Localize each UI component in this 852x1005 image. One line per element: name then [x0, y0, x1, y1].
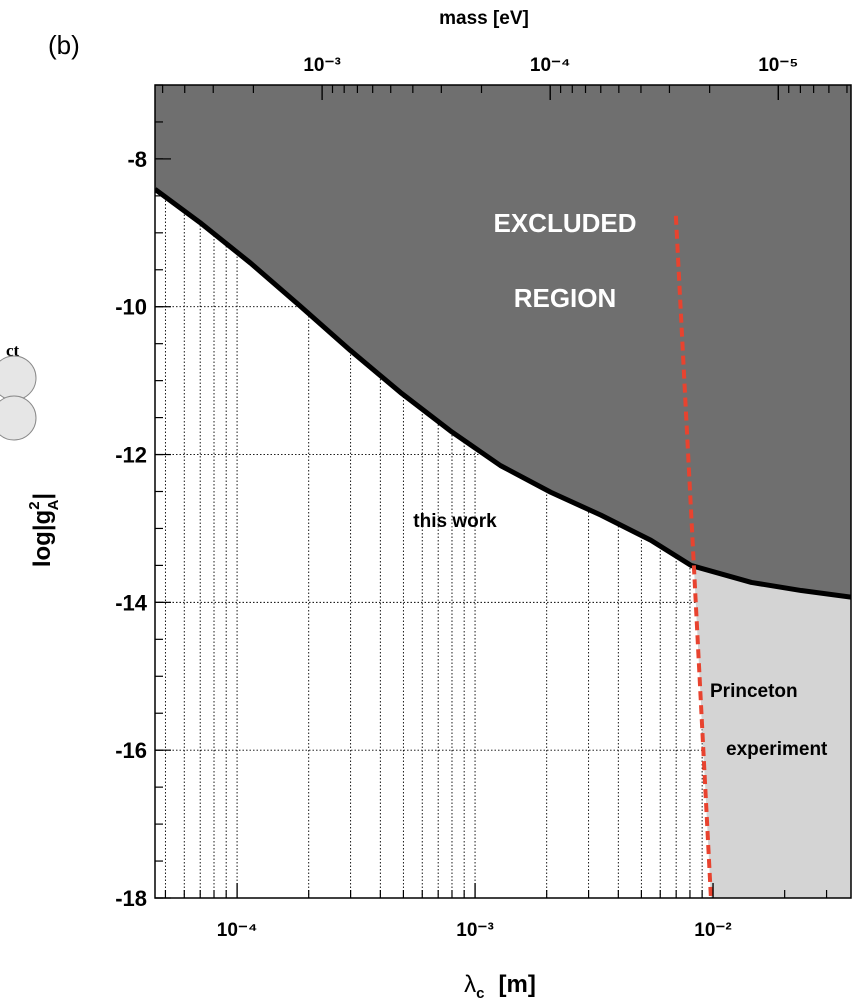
y-label-main: log|g: [29, 510, 56, 567]
x-label-unit: [m]: [499, 971, 536, 998]
y-tick-label: -10: [115, 295, 147, 320]
annotation: EXCLUDED: [493, 208, 636, 238]
plot-area: 10⁻⁴ 10⁻³ 10⁻² 10⁻³ 10⁻⁴ 10⁻⁵ -18 -16 -14 -12 -10 -…: [115, 55, 851, 941]
annotation: REGION: [514, 283, 617, 313]
x2-tick-label: 10⁻⁴: [530, 55, 571, 76]
x-label-sub: c: [476, 985, 484, 1002]
y-tick-label: -14: [115, 590, 148, 615]
y-tick-label: -8: [127, 147, 147, 172]
y-label-end: |: [29, 493, 56, 500]
y-tick-label: -18: [115, 886, 147, 911]
x2-axis-label: mass [eV]: [439, 8, 529, 29]
fragment-circle: [0, 356, 36, 400]
x2-tick-label: 10⁻³: [303, 55, 341, 76]
x-tick-label: 10⁻⁴: [217, 920, 258, 941]
excluded-region: [155, 85, 851, 597]
y-tick-label: -16: [115, 738, 147, 763]
x2-tick-label: 10⁻⁵: [758, 55, 798, 76]
panel-label: (b): [48, 30, 80, 60]
series-label-line: Princeton: [710, 681, 798, 702]
x-tick-label: 10⁻³: [456, 920, 494, 941]
x-tick-label: 10⁻²: [694, 920, 732, 941]
chart: (b) ct 10⁻⁴10⁻³10⁻²10⁻³10⁻⁴10⁻⁵-18-16-14…: [0, 0, 852, 1005]
series-label-line: experiment: [726, 739, 828, 760]
y-tick-label: -12: [115, 443, 147, 468]
x-label-symbol: λ: [464, 971, 476, 998]
y-label-sup: 2: [26, 501, 43, 509]
y-label-sub: A: [45, 499, 62, 510]
fragment-circle: [0, 396, 36, 440]
x-axis-label: λc [m]: [464, 971, 536, 1002]
page: (b) ct 10⁻⁴10⁻³10⁻²10⁻³10⁻⁴10⁻⁵-18-16-14…: [0, 0, 852, 1005]
series-label: this work: [413, 511, 497, 532]
